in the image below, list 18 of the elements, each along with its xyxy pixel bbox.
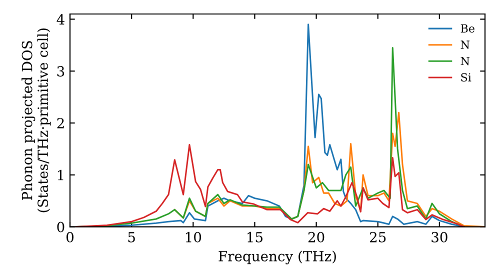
x-tick-label: 20 [308,232,324,242]
x-tick-label: 0 [66,232,74,242]
y-tick-label: 4 [56,14,64,24]
x-tick-label: 5 [128,232,135,242]
legend-label: N [460,56,470,66]
x-tick-label: 15 [248,232,262,242]
y-tick-label: 3 [57,66,64,77]
y-tick-label: 2 [57,118,64,128]
x-axis-title: Frequency (THz) [218,250,336,264]
legend-label: Be [460,24,474,33]
legend-label: Si [461,73,472,82]
x-tick-label: 10 [186,232,202,242]
x-tick-label: 30 [432,232,448,242]
y-tick-label: 0 [57,222,64,232]
legend-label: N [460,40,470,49]
y-axis-title: Phonon projected DOS (States/THz·primitive cell) [22,28,51,212]
x-tick-label: 25 [370,232,386,242]
y-tick-label: 1 [58,170,64,180]
